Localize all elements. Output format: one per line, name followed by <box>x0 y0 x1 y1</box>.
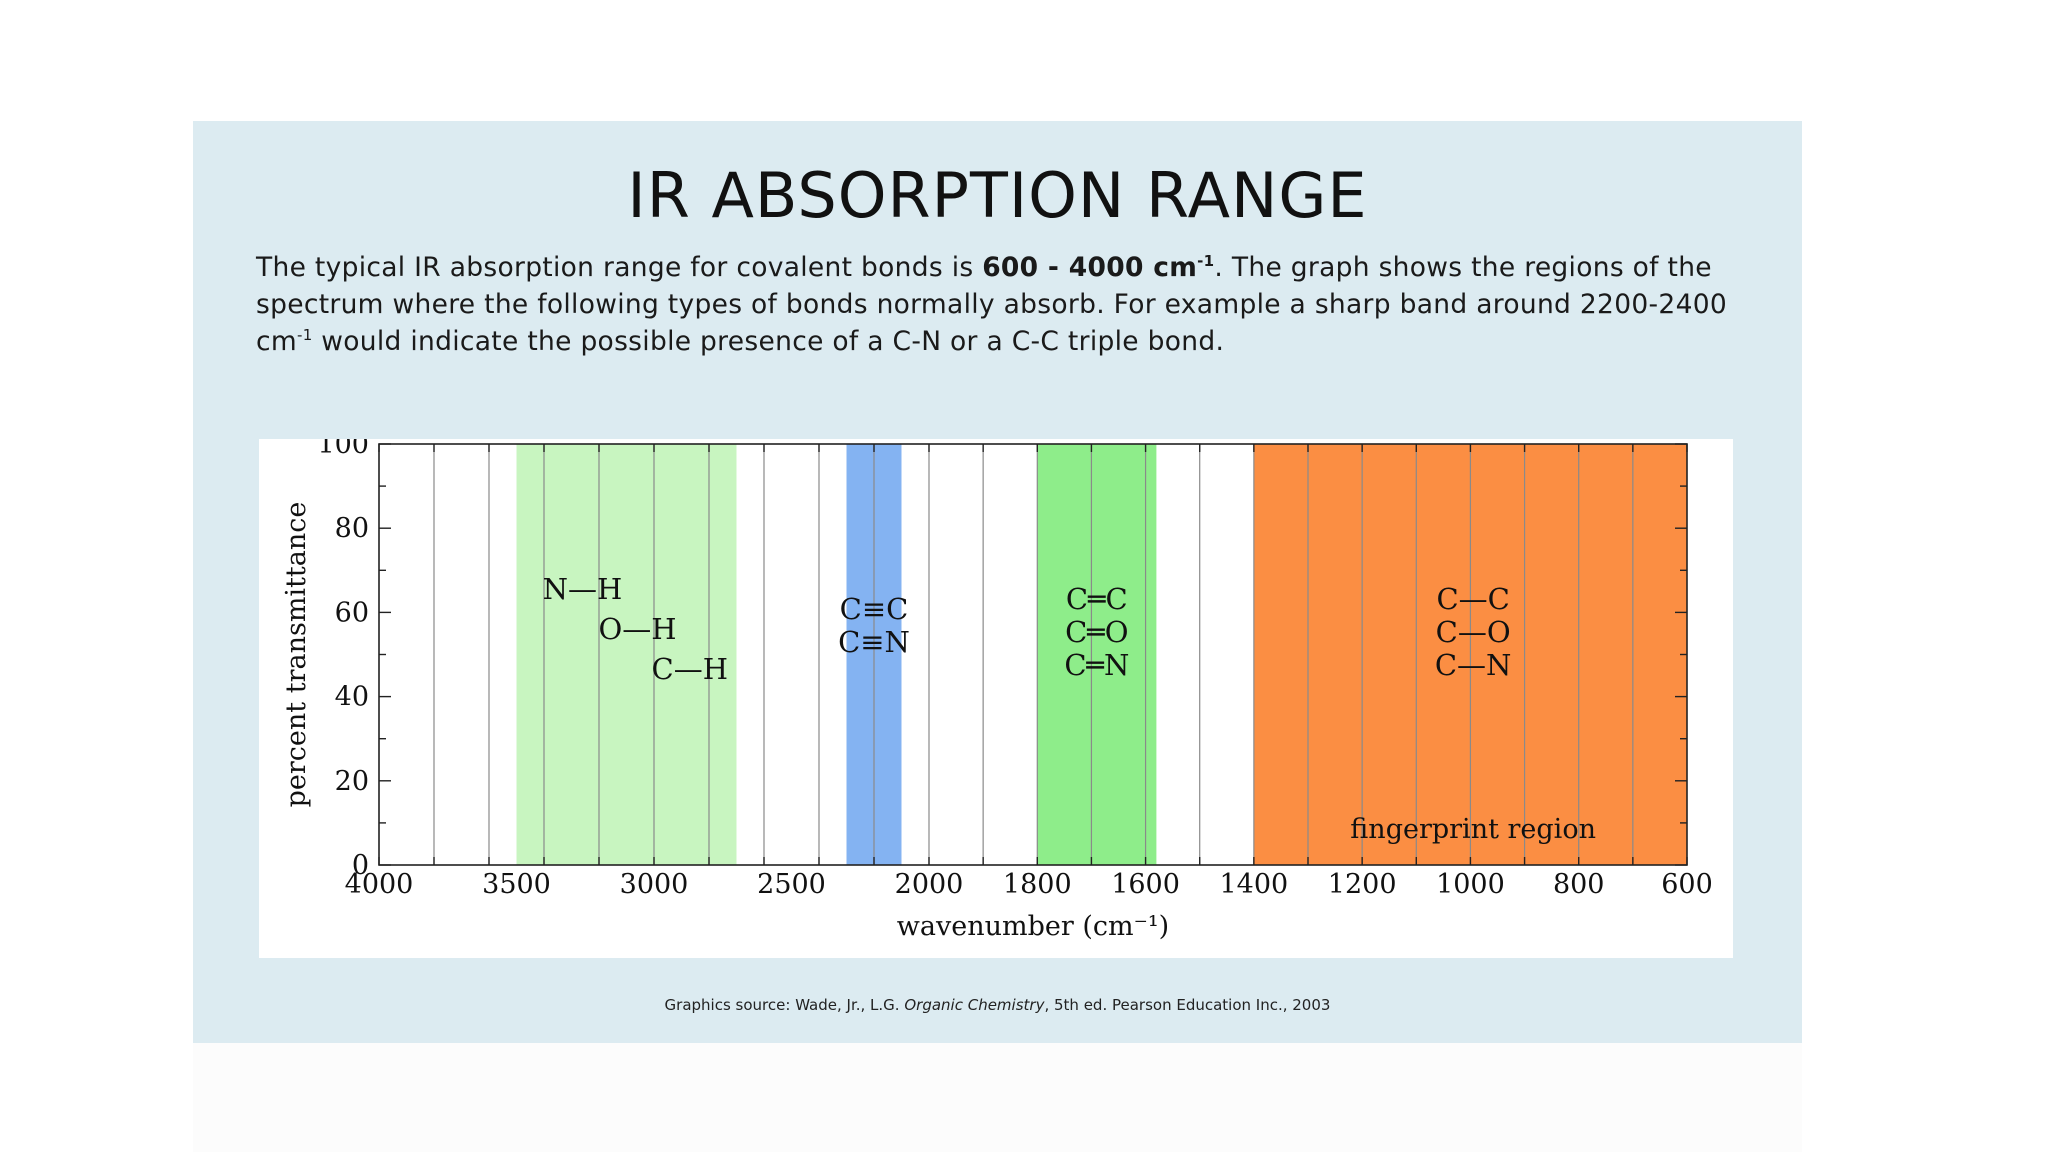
x-tick-label-800: 800 <box>1553 869 1605 900</box>
y-tick-label-100: 100 <box>317 439 369 460</box>
bottom-area <box>193 1043 1802 1152</box>
graphics-source: Graphics source: Wade, Jr., L.G. Organic… <box>664 996 1331 1014</box>
intro-paragraph: The typical IR absorption range for cova… <box>256 249 1756 360</box>
bond-label-region-4: C—N <box>1435 648 1512 682</box>
bond-label-region-3: C═N <box>1064 648 1129 682</box>
bond-label-region-1: N—H <box>543 572 623 606</box>
bond-label-region-2: C≡N <box>838 625 910 659</box>
bond-label-region-3: C═O <box>1065 615 1128 649</box>
slide-title: IR ABSORPTION RANGE <box>627 159 1368 232</box>
bond-label-region-3: C═C <box>1066 582 1128 616</box>
x-tick-label-1200: 1200 <box>1328 869 1397 900</box>
bond-label-region-4: C—O <box>1436 615 1511 649</box>
x-tick-label-4000: 4000 <box>345 869 414 900</box>
y-axis-label: percent transmittance <box>281 502 312 808</box>
x-tick-label-2000: 2000 <box>895 869 964 900</box>
bond-label-region-2: C≡C <box>840 592 909 626</box>
bond-label-region-1: C—H <box>652 652 728 686</box>
x-tick-label-1000: 1000 <box>1436 869 1505 900</box>
x-tick-label-1400: 1400 <box>1219 869 1288 900</box>
source-book-title: Organic Chemistry <box>904 996 1045 1014</box>
x-tick-label-600: 600 <box>1661 869 1713 900</box>
ir-absorption-chart: 0 20 40 60 80 100 4000 3500 3000 2500 2000 1800 1600… <box>281 439 1713 942</box>
intro-text-3: would indicate the possible presence of … <box>312 326 1225 357</box>
intro-text-2: . The graph shows the regions of the spe… <box>256 252 1728 357</box>
fingerprint-region-label: fingerprint region <box>1350 814 1596 845</box>
intro-range-sup: -1 <box>1197 252 1215 270</box>
x-tick-label-1600: 1600 <box>1111 869 1180 900</box>
slide: IR ABSORPTION RANGE The typical IR absor… <box>193 121 1802 1043</box>
y-tick-label-80: 80 <box>335 513 369 544</box>
y-tick-label-60: 60 <box>335 597 369 628</box>
x-tick-label-2500: 2500 <box>757 869 826 900</box>
absorption-region-1 <box>516 444 737 865</box>
bond-label-region-1: O—H <box>598 612 676 646</box>
intro-text-1: The typical IR absorption range for cova… <box>256 252 983 283</box>
x-tick-label-3000: 3000 <box>620 869 689 900</box>
absorption-region-3 <box>1037 444 1157 865</box>
y-tick-label-40: 40 <box>335 682 369 713</box>
x-tick-label-3500: 3500 <box>482 869 551 900</box>
intro-range-bold: 600 - 4000 cm-1 <box>982 252 1215 283</box>
x-axis-label: wavenumber (cm⁻¹) <box>897 911 1169 942</box>
ir-chart-panel: 0 20 40 60 80 100 4000 3500 3000 2500 2000 1800 1600… <box>259 439 1733 958</box>
intro-sup-2: -1 <box>296 326 313 344</box>
y-tick-label-20: 20 <box>335 766 369 797</box>
bond-label-region-4: C—C <box>1436 582 1509 616</box>
x-tick-label-1800: 1800 <box>1003 869 1072 900</box>
y-tick-label-0: 0 <box>352 850 369 881</box>
